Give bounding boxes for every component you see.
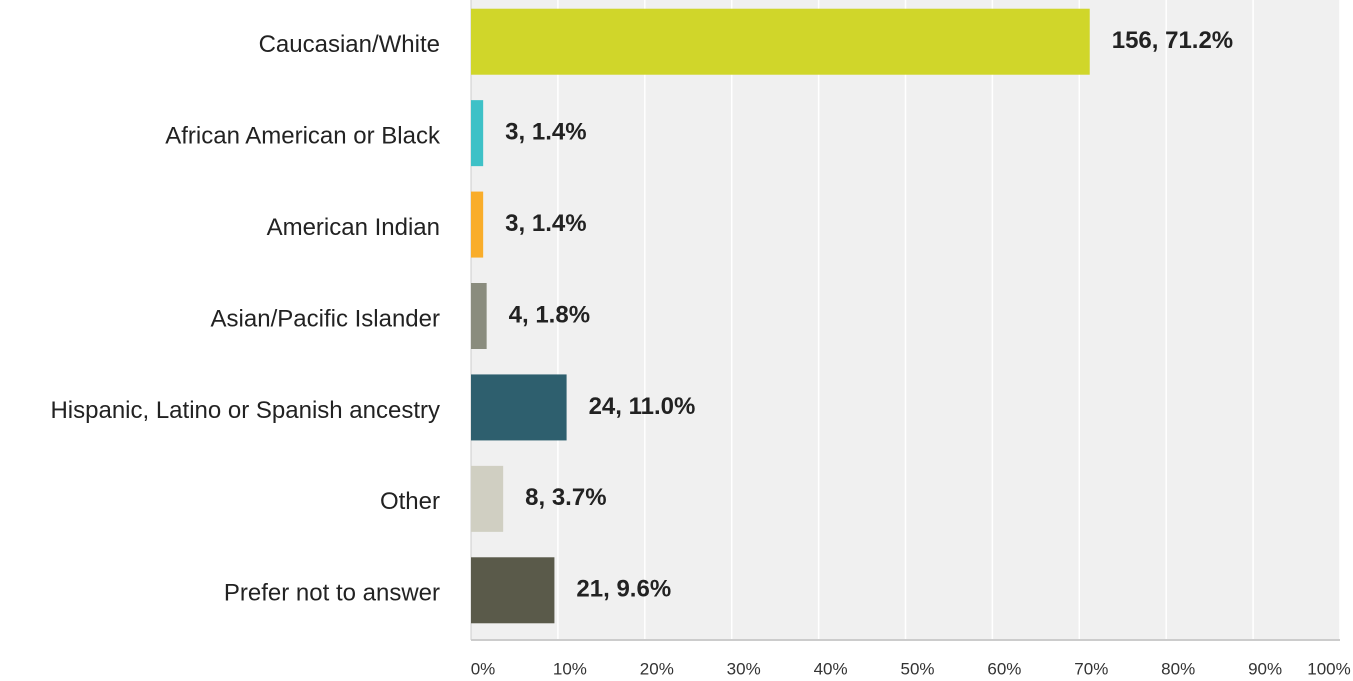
x-tick-label: 10%	[553, 659, 587, 678]
y-tick-label: Asian/Pacific Islander	[211, 305, 440, 332]
y-tick-label: Hispanic, Latino or Spanish ancestry	[50, 397, 440, 424]
data-label: 3, 1.4%	[505, 118, 586, 145]
y-tick-label: Other	[380, 488, 440, 515]
bar	[471, 557, 555, 624]
bar	[471, 100, 484, 167]
data-label: 156, 71.2%	[1112, 27, 1233, 54]
bar	[471, 283, 487, 349]
data-label: 24, 11.0%	[589, 393, 696, 420]
y-tick-label: African American or Black	[165, 122, 441, 149]
x-tick-label: 0%	[471, 659, 496, 678]
x-tick-label: 40%	[814, 659, 848, 678]
x-tick-label: 60%	[987, 659, 1021, 678]
data-label: 4, 1.8%	[509, 301, 590, 328]
y-tick-label: Prefer not to answer	[224, 580, 440, 607]
data-label: 8, 3.7%	[525, 484, 606, 511]
x-tick-label: 20%	[640, 659, 674, 678]
data-label: 3, 1.4%	[505, 210, 586, 237]
x-tick-label: 70%	[1074, 659, 1108, 678]
data-label: 21, 9.6%	[576, 576, 671, 603]
bar	[471, 191, 484, 258]
bar	[471, 8, 1090, 75]
x-tick-label: 80%	[1161, 659, 1195, 678]
y-tick-label: American Indian	[267, 214, 440, 241]
bar	[471, 465, 504, 532]
x-tick-label: 30%	[727, 659, 761, 678]
x-tick-label: 50%	[900, 659, 934, 678]
y-tick-label: Caucasian/White	[259, 31, 440, 58]
bar	[471, 374, 567, 441]
x-tick-label: 90%	[1248, 659, 1282, 678]
x-tick-label: 100%	[1307, 659, 1350, 678]
